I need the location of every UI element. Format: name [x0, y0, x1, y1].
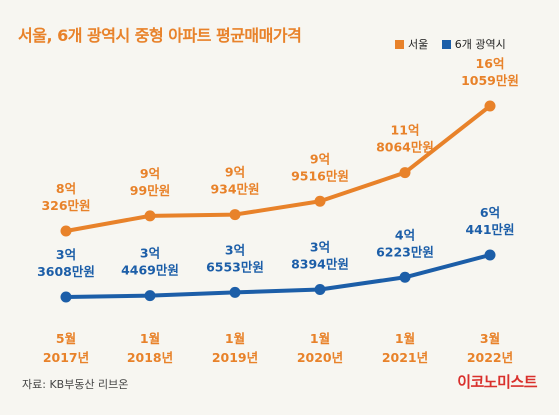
- data-label-metro-4-eok: 4억: [395, 227, 415, 242]
- data-label-seoul-4-eok: 11억: [391, 123, 420, 138]
- legend-swatch-seoul: [395, 39, 404, 49]
- data-label-seoul-4-manwon: 8064만원: [376, 140, 434, 155]
- data-label-seoul-3-eok: 9억: [310, 151, 330, 166]
- x-tick-year-3: 2020년: [297, 350, 343, 365]
- data-label-seoul-1-manwon: 99만원: [130, 183, 170, 198]
- data-label-metro-2-eok: 3억: [225, 242, 245, 257]
- legend-label-seoul: 서울: [408, 38, 429, 51]
- x-tick-month-1: 1월: [140, 331, 160, 346]
- chart-legend: 서울 6개 광역시: [395, 36, 516, 52]
- data-point-seoul-4: [399, 167, 411, 179]
- data-label-metro-0-eok: 3억: [56, 247, 76, 262]
- data-point-seoul-2: [229, 209, 241, 221]
- data-point-metro-2: [229, 286, 241, 298]
- data-label-metro-3-manwon: 8394만원: [291, 257, 349, 272]
- x-tick-year-1: 2018년: [127, 350, 173, 365]
- data-label-seoul-5-manwon: 1059만원: [461, 73, 519, 88]
- data-label-seoul-5-eok: 16억: [476, 56, 505, 71]
- x-tick-month-4: 1월: [395, 331, 415, 346]
- x-tick-month-3: 1월: [310, 331, 330, 346]
- legend-item-metro: 6개 광역시: [441, 36, 506, 52]
- data-label-seoul-1-eok: 9억: [140, 166, 160, 181]
- data-label-metro-3-eok: 3억: [310, 240, 330, 255]
- data-label-metro-2-manwon: 6553만원: [206, 259, 264, 274]
- series-line-metro: [64, 253, 492, 299]
- data-point-metro-1: [144, 290, 156, 302]
- x-tick-month-0: 5월: [56, 331, 76, 346]
- data-label-seoul-0-eok: 8억: [56, 181, 76, 196]
- x-tick-year-5: 2022년: [467, 350, 513, 365]
- chart-title: 서울, 6개 광역시 중형 아파트 평균매매가격: [18, 26, 302, 45]
- source-note: 자료: KB부동산 리브온: [22, 378, 129, 391]
- x-tick-month-5: 3월: [480, 331, 500, 346]
- data-label-metro-4-manwon: 6223만원: [376, 244, 434, 259]
- data-label-metro-5-manwon: 441만원: [465, 222, 514, 237]
- data-label-seoul-2-manwon: 934만원: [210, 182, 259, 197]
- data-point-seoul-5: [484, 100, 496, 112]
- data-label-seoul-3-manwon: 9516만원: [291, 168, 349, 183]
- data-label-metro-1-eok: 3억: [140, 246, 160, 261]
- x-tick-year-2: 2019년: [212, 350, 258, 365]
- data-label-seoul-0-manwon: 326만원: [41, 198, 90, 213]
- data-point-metro-4: [399, 271, 411, 283]
- data-point-metro-0: [60, 291, 72, 303]
- x-tick-month-2: 1월: [225, 331, 245, 346]
- data-label-seoul-2-eok: 9억: [225, 165, 245, 180]
- data-point-seoul-3: [314, 195, 326, 207]
- legend-item-seoul: 서울: [395, 36, 428, 52]
- x-tick-year-0: 2017년: [43, 350, 89, 365]
- series-line-seoul: [64, 104, 492, 233]
- x-tick-year-4: 2021년: [382, 350, 428, 365]
- legend-label-metro: 6개 광역시: [454, 38, 506, 51]
- data-label-metro-5-eok: 6억: [480, 205, 500, 220]
- data-label-metro-0-manwon: 3608만원: [37, 264, 95, 279]
- legend-swatch-metro: [441, 39, 451, 49]
- brand-logo: 이코노미스트: [457, 373, 537, 391]
- data-point-metro-5: [484, 249, 496, 261]
- data-label-metro-1-manwon: 4469만원: [121, 263, 179, 278]
- data-point-metro-3: [314, 284, 326, 296]
- data-point-seoul-1: [144, 210, 156, 222]
- data-point-seoul-0: [60, 225, 72, 237]
